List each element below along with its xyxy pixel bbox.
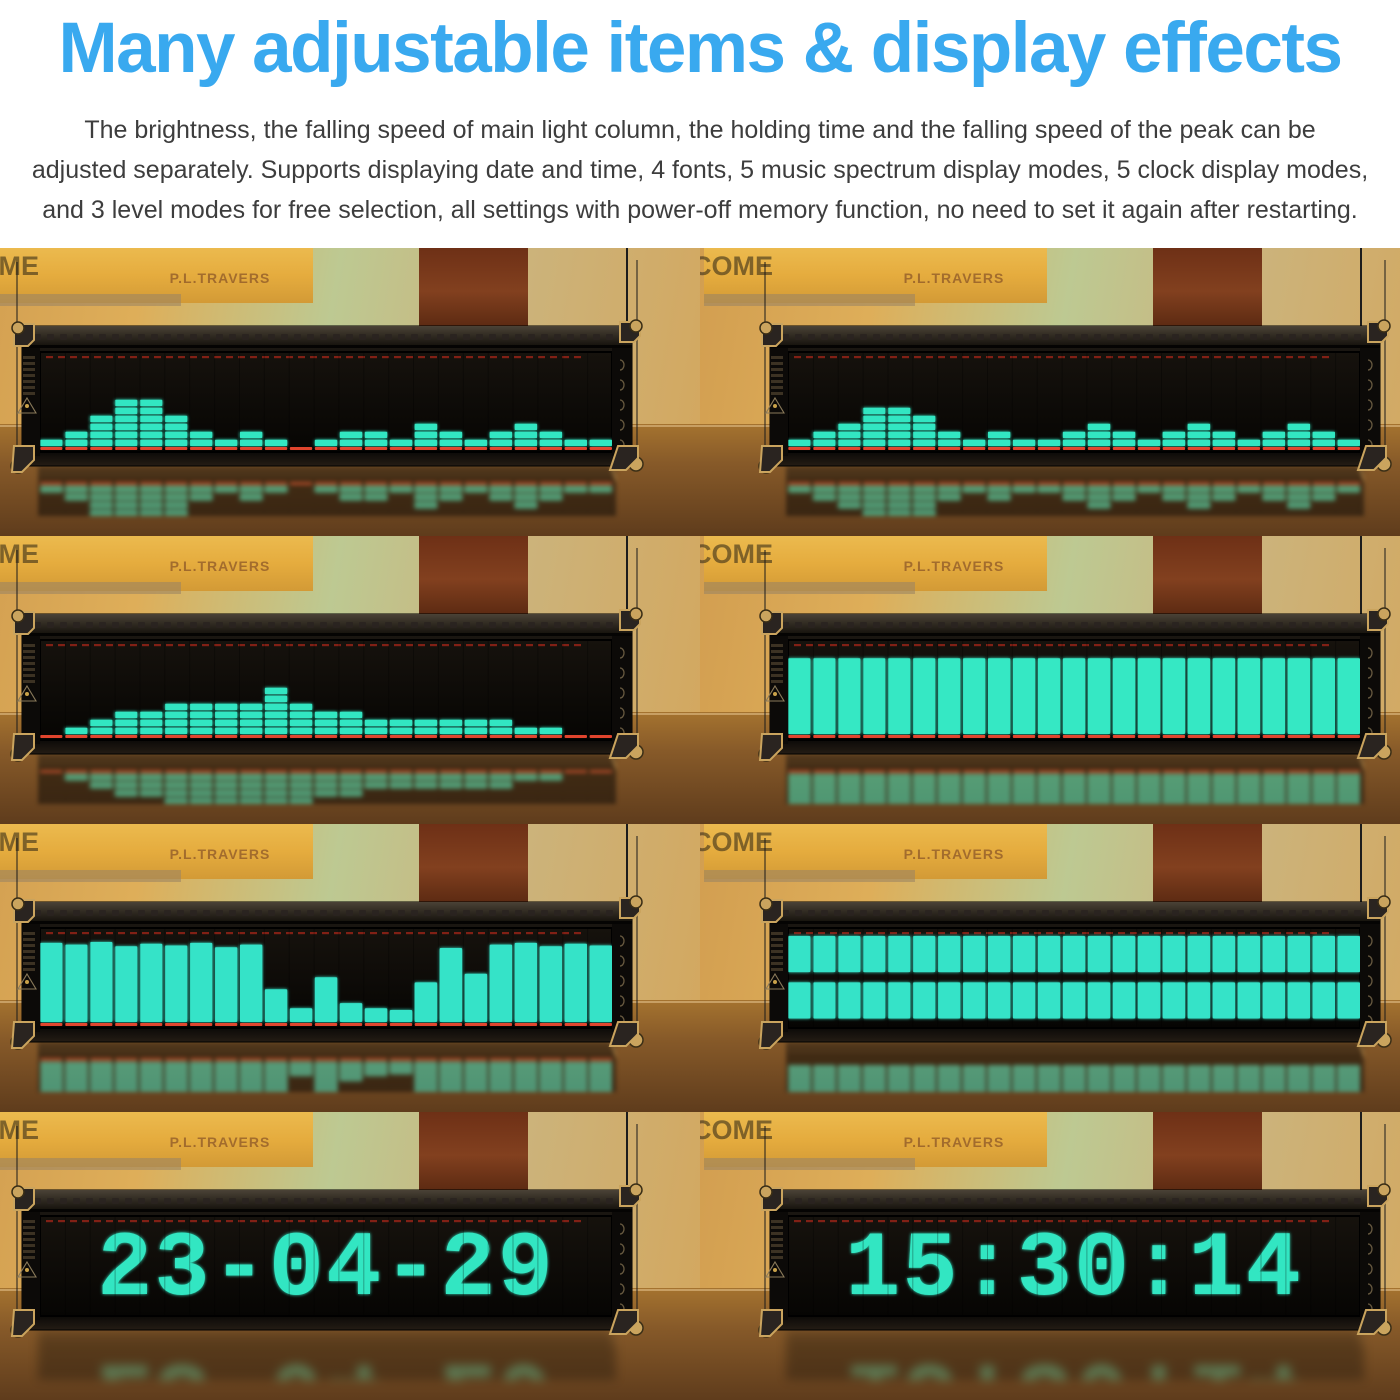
- svg-text:15:30:14: 15:30:14: [845, 1217, 1303, 1322]
- svg-text:23-04-29: 23-04-29: [97, 1217, 555, 1322]
